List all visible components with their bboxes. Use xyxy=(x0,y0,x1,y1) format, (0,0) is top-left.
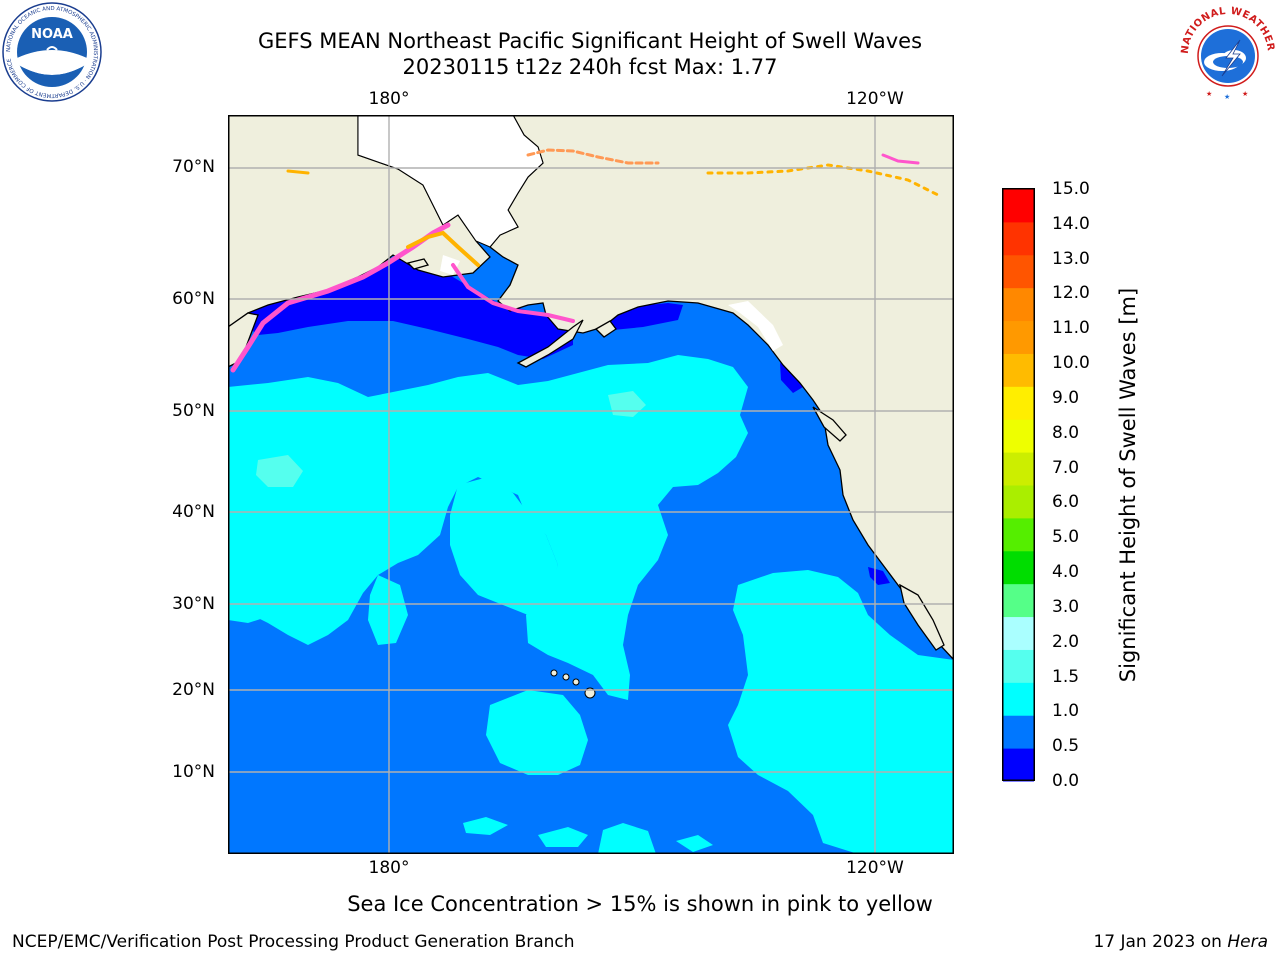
noaa-logo: NOAA NATIONAL OCEANIC AND ATMOSPHERIC AD… xyxy=(2,2,102,102)
colorbar-tick-label: 11.0 xyxy=(1052,318,1090,339)
colorbar-tick-label: 0.0 xyxy=(1052,771,1080,791)
svg-text:NOAA: NOAA xyxy=(31,27,73,42)
map-frame xyxy=(228,115,954,854)
colorbar-segment xyxy=(1003,353,1034,387)
colorbar-segment xyxy=(1003,550,1034,585)
svg-text:★: ★ xyxy=(1242,90,1248,98)
colorbar-tick-label: 14.0 xyxy=(1052,213,1090,234)
colorbar-tick-label: 7.0 xyxy=(1052,457,1080,478)
colorbar-tick-label: 13.0 xyxy=(1052,248,1090,269)
sea-ice-caption: Sea Ice Concentration > 15% is shown in … xyxy=(347,892,933,916)
colorbar-tick-label: 8.0 xyxy=(1052,422,1080,443)
colorbar-segment xyxy=(1003,485,1034,519)
nws-logo: NATIONAL WEATHER SERVICE ★ ★ ★ xyxy=(1174,0,1278,102)
lon-label-bottom-120w: 120°W xyxy=(846,858,904,878)
footer-host: Hera xyxy=(1227,932,1268,952)
colorbar-segment xyxy=(1003,748,1034,782)
svg-text:★: ★ xyxy=(1206,90,1212,98)
chart-title: GEFS MEAN Northeast Pacific Significant … xyxy=(257,29,923,53)
colorbar-tick-label: 9.0 xyxy=(1052,387,1080,408)
colorbar-tick-label: 12.0 xyxy=(1052,283,1090,304)
colorbar-segment xyxy=(1003,320,1034,354)
sea-ice-edge xyxy=(230,148,940,373)
colorbar-tick-label: 0.5 xyxy=(1052,736,1080,757)
colorbar xyxy=(1002,188,1035,782)
map-gridlines xyxy=(228,115,954,854)
colorbar-title: Significant Height of Swell Waves [m] xyxy=(1116,287,1140,683)
colorbar-segment xyxy=(1003,583,1034,618)
footer-credit: NCEP/EMC/Verification Post Processing Pr… xyxy=(12,932,575,952)
colorbar-tick-label: 1.5 xyxy=(1052,666,1080,687)
colorbar-segment xyxy=(1003,287,1034,322)
colorbar-tick-label: 15.0 xyxy=(1052,179,1090,199)
footer-date: 17 Jan 2023 on Hera xyxy=(1093,932,1268,952)
colorbar-segment xyxy=(1003,649,1034,683)
lon-label-bottom-180: 180° xyxy=(368,858,410,878)
lat-label-20n: 20°N xyxy=(172,680,215,700)
colorbar-segment xyxy=(1003,715,1034,749)
svg-text:★: ★ xyxy=(1224,93,1230,101)
colorbar-segment xyxy=(1003,221,1034,256)
chart-subtitle: 20230115 t12z 240h fcst Max: 1.77 xyxy=(402,55,778,79)
lat-label-60n: 60°N xyxy=(172,289,215,309)
colorbar-segment xyxy=(1003,616,1034,650)
colorbar-segment xyxy=(1003,452,1034,486)
colorbar-segment xyxy=(1003,682,1034,716)
lat-label-70n: 70°N xyxy=(172,157,215,177)
lat-label-10n: 10°N xyxy=(172,762,215,782)
colorbar-tick-label: 3.0 xyxy=(1052,596,1080,617)
colorbar-segment xyxy=(1003,419,1034,453)
footer-date-text: 17 Jan 2023 on xyxy=(1093,932,1228,952)
lat-label-50n: 50°N xyxy=(172,401,215,421)
colorbar-tick-label: 6.0 xyxy=(1052,492,1080,513)
colorbar-tick-label: 4.0 xyxy=(1052,562,1080,583)
colorbar-tick-label: 1.0 xyxy=(1052,701,1080,722)
colorbar-segment xyxy=(1003,386,1034,420)
lat-label-40n: 40°N xyxy=(172,502,215,522)
lat-label-30n: 30°N xyxy=(172,594,215,614)
colorbar-segment xyxy=(1003,254,1034,289)
lon-label-top-120w: 120°W xyxy=(846,89,904,109)
swell-height-map xyxy=(228,115,954,854)
colorbar-tick-label: 5.0 xyxy=(1052,527,1080,548)
colorbar-segment xyxy=(1003,517,1034,552)
colorbar-tick-label: 10.0 xyxy=(1052,353,1090,374)
colorbar-segment xyxy=(1003,189,1034,223)
lon-label-top-180: 180° xyxy=(368,89,410,109)
colorbar-tick-label: 2.0 xyxy=(1052,631,1080,652)
